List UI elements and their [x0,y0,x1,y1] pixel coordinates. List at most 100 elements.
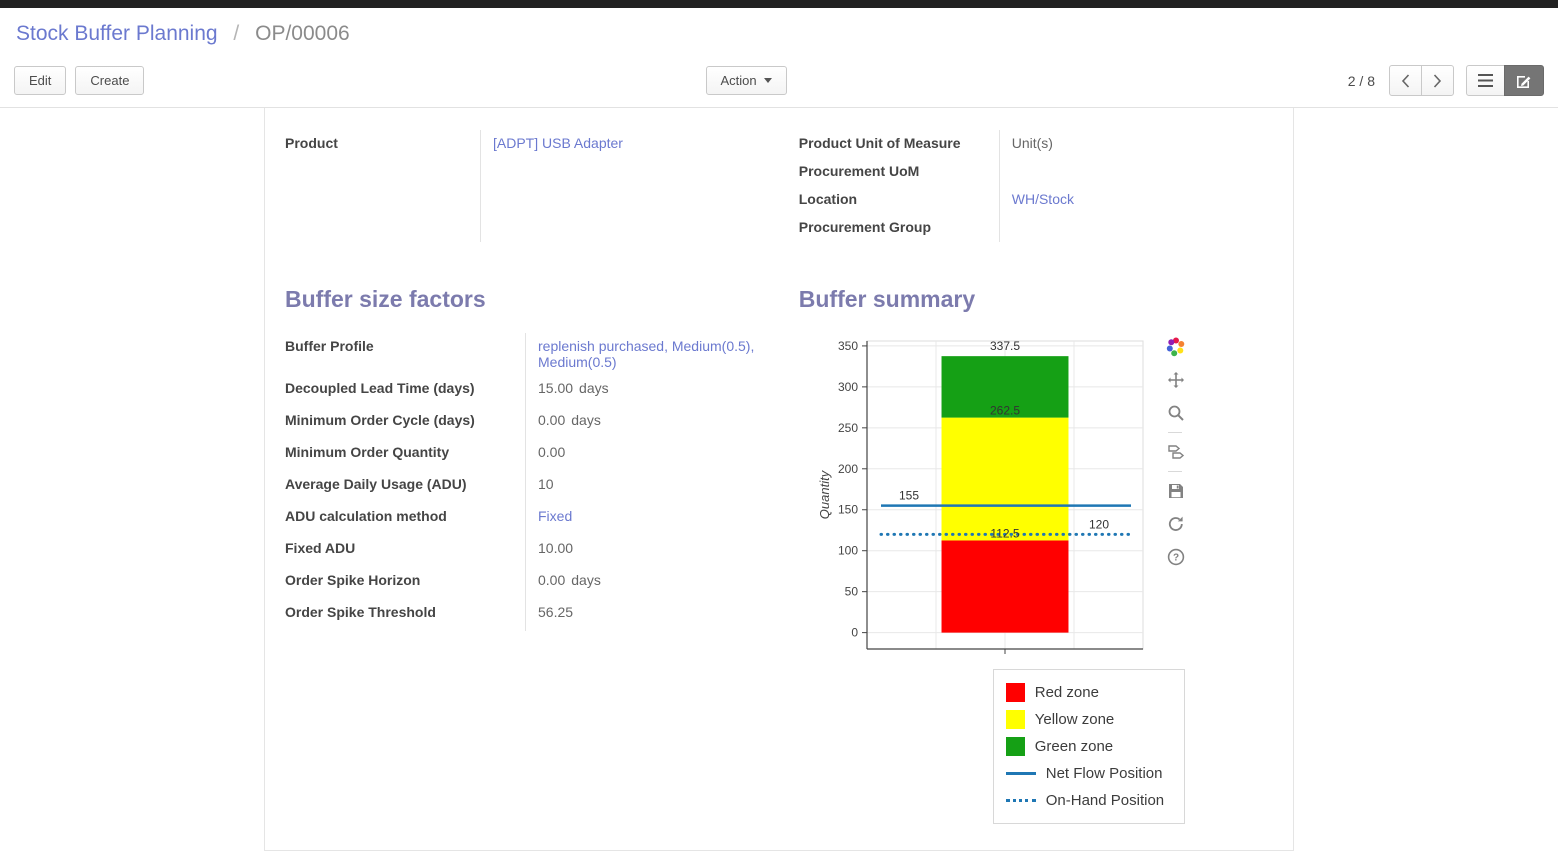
svg-text:337.5: 337.5 [990,339,1020,353]
field-row-buffer-profile: Buffer Profile replenish purchased, Medi… [285,333,799,375]
svg-text:50: 50 [844,585,858,599]
pan-icon[interactable] [1166,370,1186,390]
field-row-location: Location WH/Stock [799,186,1273,214]
field-value [998,214,1273,242]
form-view-icon [1517,75,1531,88]
field-label: Fixed ADU [285,540,356,556]
adu-method-link[interactable]: Fixed [538,508,573,524]
view-switcher [1466,65,1544,96]
field-row-procurement-uom: Procurement UoM [799,158,1273,186]
section-title-buffer-size-factors: Buffer size factors [285,286,486,312]
breadcrumb-separator: / [233,22,240,45]
form-view-button[interactable] [1504,65,1544,96]
buffer-profile-link[interactable]: replenish purchased, Medium(0.5), Medium… [538,338,755,370]
field-label: Procurement Group [798,219,931,235]
field-label: Procurement UoM [798,163,920,179]
svg-text:Quantity: Quantity [817,469,832,519]
legend-label: Green zone [1034,738,1114,755]
field-label: Average Daily Usage (ADU) [285,476,467,492]
section-title-buffer-summary: Buffer summary [798,286,976,312]
list-view-button[interactable] [1466,65,1505,96]
action-dropdown[interactable]: Action [705,66,787,95]
field-label: Decoupled Lead Time (days) [285,380,475,396]
field-value-text: 0.00 [538,412,566,428]
field-value: WH/Stock [998,186,1273,214]
svg-text:0: 0 [851,626,858,640]
field-value-text: 56.25 [538,604,574,620]
svg-text:155: 155 [899,489,919,503]
legend-item-net-flow[interactable]: Net Flow Position [1005,760,1172,787]
field-row-spike-horizon: Order Spike Horizon 0.00 days [285,567,799,599]
hover-compare-icon[interactable] [1166,442,1186,462]
svg-text:262.5: 262.5 [990,404,1020,418]
buffer-chart[interactable]: 0 50 100 150 200 250 300 350 Quantity 337.5 262.5 1… [815,333,1159,665]
legend-label: Red zone [1034,684,1099,701]
field-value: 0.00 days [525,407,799,439]
field-value: replenish purchased, Medium(0.5), Medium… [525,333,799,375]
plotly-logo-icon[interactable] [1166,337,1186,357]
yellow-zone-swatch [1005,710,1025,729]
breadcrumb-current: OP/00006 [255,22,350,45]
field-label: Order Spike Horizon [285,572,421,588]
legend-item-green-zone[interactable]: Green zone [1005,733,1172,760]
help-icon[interactable]: ? [1166,547,1186,567]
field-value: 0.00 [525,439,799,471]
buffer-summary-section: Buffer summary 0 50 100 150 200 250 300 350 Quan… [799,272,1273,824]
chevron-left-icon [1401,73,1410,88]
legend-item-on-hand[interactable]: On-Hand Position [1005,787,1172,814]
field-value: 0.00 days [525,567,799,599]
field-value-suffix: days [571,572,601,588]
record-header-fields: Product [ADPT] USB Adapter Product Unit … [285,130,1273,242]
legend-item-red-zone[interactable]: Red zone [1005,679,1172,706]
field-value: 10 [525,471,799,503]
pager-next-button[interactable] [1421,65,1454,96]
save-icon[interactable] [1166,481,1186,501]
field-row-product-uom: Product Unit of Measure Unit(s) [799,130,1273,158]
field-row-adu-method: ADU calculation method Fixed [285,503,799,535]
chart-modebar: ? [1166,337,1186,567]
svg-text:200: 200 [838,462,858,476]
breadcrumb-parent-link[interactable]: Stock Buffer Planning [16,22,218,45]
field-label: Buffer Profile [285,338,374,354]
field-row-adu: Average Daily Usage (ADU) 10 [285,471,799,503]
create-button[interactable]: Create [75,66,145,95]
field-value: Unit(s) [998,130,1273,158]
field-row-min-order-cycle: Minimum Order Cycle (days) 0.00 days [285,407,799,439]
pager-previous-button[interactable] [1389,65,1422,96]
field-value-suffix: days [579,380,609,396]
field-value: 10.00 [525,535,799,567]
field-label: Minimum Order Cycle (days) [285,412,475,428]
reset-axes-icon[interactable] [1166,514,1186,534]
legend-item-yellow-zone[interactable]: Yellow zone [1005,706,1172,733]
field-row-product: Product [ADPT] USB Adapter [285,130,799,242]
field-row-spike-threshold: Order Spike Threshold 56.25 [285,599,799,631]
field-value: Fixed [525,503,799,535]
field-label: Product [285,135,338,151]
svg-text:350: 350 [838,339,858,353]
green-zone-swatch [1005,737,1025,756]
modebar-separator [1167,471,1182,472]
field-value-text: 10.00 [538,540,574,556]
location-link[interactable]: WH/Stock [1011,191,1074,207]
field-value-text: Unit(s) [1011,135,1053,151]
field-label: Product Unit of Measure [798,135,961,151]
field-value: 56.25 [525,599,799,631]
svg-text:?: ? [1173,553,1179,564]
modebar-separator [1167,432,1182,433]
red-zone-swatch [1005,683,1025,702]
zoom-icon[interactable] [1166,403,1186,423]
legend-label: Yellow zone [1034,711,1115,728]
svg-text:300: 300 [838,380,858,394]
svg-text:120: 120 [1089,517,1109,531]
pager-nav [1389,65,1454,96]
svg-text:112.5: 112.5 [990,526,1019,540]
net-flow-line-sample [1005,772,1036,775]
field-row-procurement-group: Procurement Group [799,214,1273,242]
svg-text:100: 100 [838,544,858,558]
product-link[interactable]: [ADPT] USB Adapter [493,135,623,151]
buffer-size-factors-section: Buffer size factors Buffer Profile reple… [285,272,799,824]
edit-button[interactable]: Edit [14,66,67,95]
top-menu-bar [0,0,1558,8]
field-label: Order Spike Threshold [285,604,436,620]
field-label: Minimum Order Quantity [285,444,450,460]
